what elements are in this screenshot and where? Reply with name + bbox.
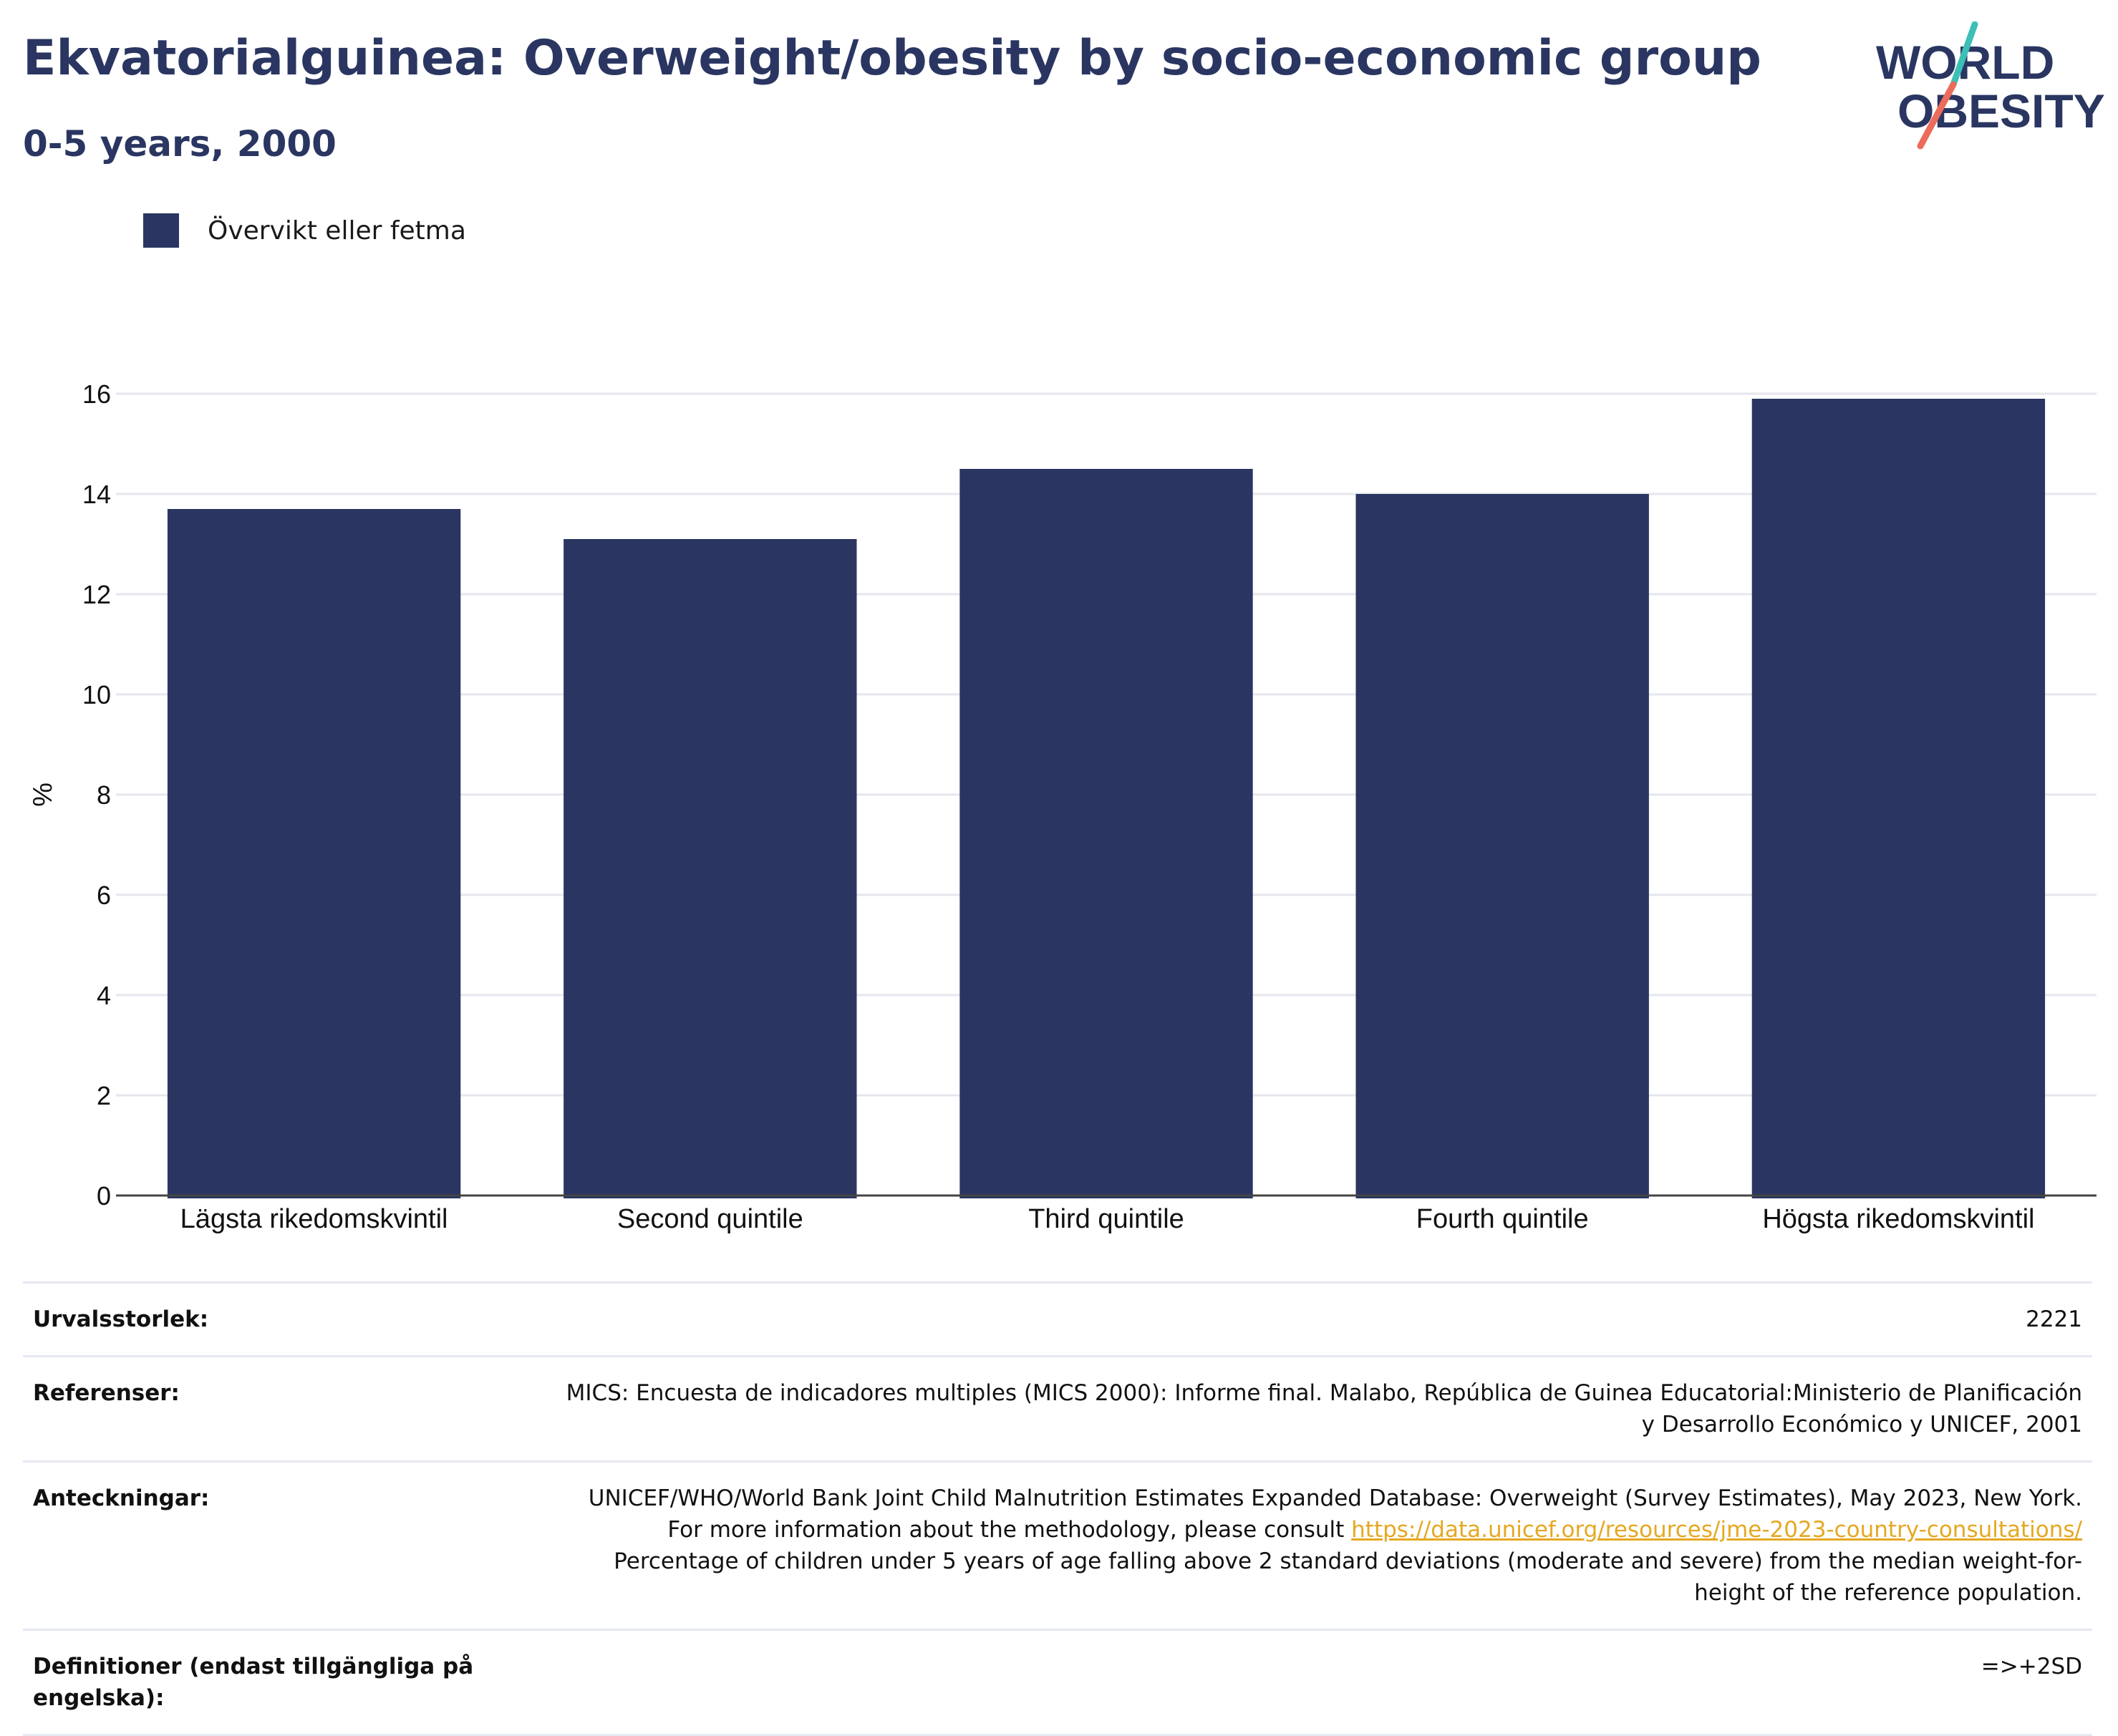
y-tick-labels: 0 2 4 6 8 10 12 14 16 [82,379,111,1211]
sample-size-label: Urvalsstorlek: [33,1306,209,1332]
bar[interactable] [564,539,857,1198]
y-tick-label: 16 [82,379,111,409]
definitions-value: =>+2SD [1981,1654,2082,1679]
x-tick-label: Third quintile [1028,1204,1184,1234]
y-tick-label: 8 [97,780,111,810]
y-tick-label: 4 [97,981,111,1010]
logo-slash-coral [1917,81,1957,150]
info-row-definitions: Definitioner (endast tillgängliga på eng… [23,1629,2092,1736]
notes-label: Anteckningar: [33,1485,210,1511]
references-label: Referenser: [33,1380,180,1406]
bar-chart: 0 2 4 6 8 10 12 14 16 Lägsta rikedomskvintil Seco… [28,379,2097,1234]
y-tick-label: 6 [97,881,111,910]
y-tick-label: 0 [97,1181,111,1211]
info-row-notes: Anteckningar: UNICEF/WHO/World Bank Join… [23,1460,2092,1629]
chart-title: Ekvatorialguinea: Overweight/obesity by … [23,30,1761,87]
methodology-link[interactable]: https://data.unicef.org/resources/jme-20… [1351,1517,2082,1543]
bar[interactable] [167,509,461,1198]
x-tick-label: Högsta rikedomskvintil [1762,1204,2034,1234]
bar[interactable] [1751,399,2046,1198]
notes-text-before: UNICEF/WHO/World Bank Joint Child Malnut… [588,1485,2082,1543]
legend[interactable]: Övervikt eller fetma [143,213,466,248]
x-tick-label: Lägsta rikedomskvintil [180,1204,448,1234]
bars [167,399,2046,1198]
sample-size-value: 2221 [2026,1306,2082,1332]
chart-subtitle: 0-5 years, 2000 [23,123,337,165]
references-value: MICS: Encuesta de indicadores multiples … [566,1380,2082,1437]
bar[interactable] [1355,494,1649,1198]
info-row-sample-size: Urvalsstorlek: 2221 [23,1281,2092,1355]
x-tick-label: Fourth quintile [1416,1204,1589,1234]
x-tick-labels: Lägsta rikedomskvintil Second quintile Thi… [180,1204,2035,1234]
info-row-references: Referenser: MICS: Encuesta de indicadore… [23,1355,2092,1460]
y-tick-label: 12 [82,580,111,609]
notes-text-after: Percentage of children under 5 years of … [614,1548,2082,1606]
legend-label: Övervikt eller fetma [208,215,466,246]
world-obesity-logo: WORLD OBESITY [1876,21,2105,150]
y-tick-label: 10 [82,680,111,709]
y-tick-label: 14 [82,480,111,509]
info-table: Urvalsstorlek: 2221 Referenser: MICS: En… [23,1281,2092,1736]
y-axis-label: % [28,782,58,807]
y-tick-label: 2 [97,1081,111,1110]
legend-swatch [143,213,179,248]
logo-slash-teal [1950,21,1978,88]
notes-value: UNICEF/WHO/World Bank Joint Child Malnut… [564,1483,2082,1609]
x-tick-label: Second quintile [617,1204,803,1234]
bar[interactable] [959,469,1253,1198]
